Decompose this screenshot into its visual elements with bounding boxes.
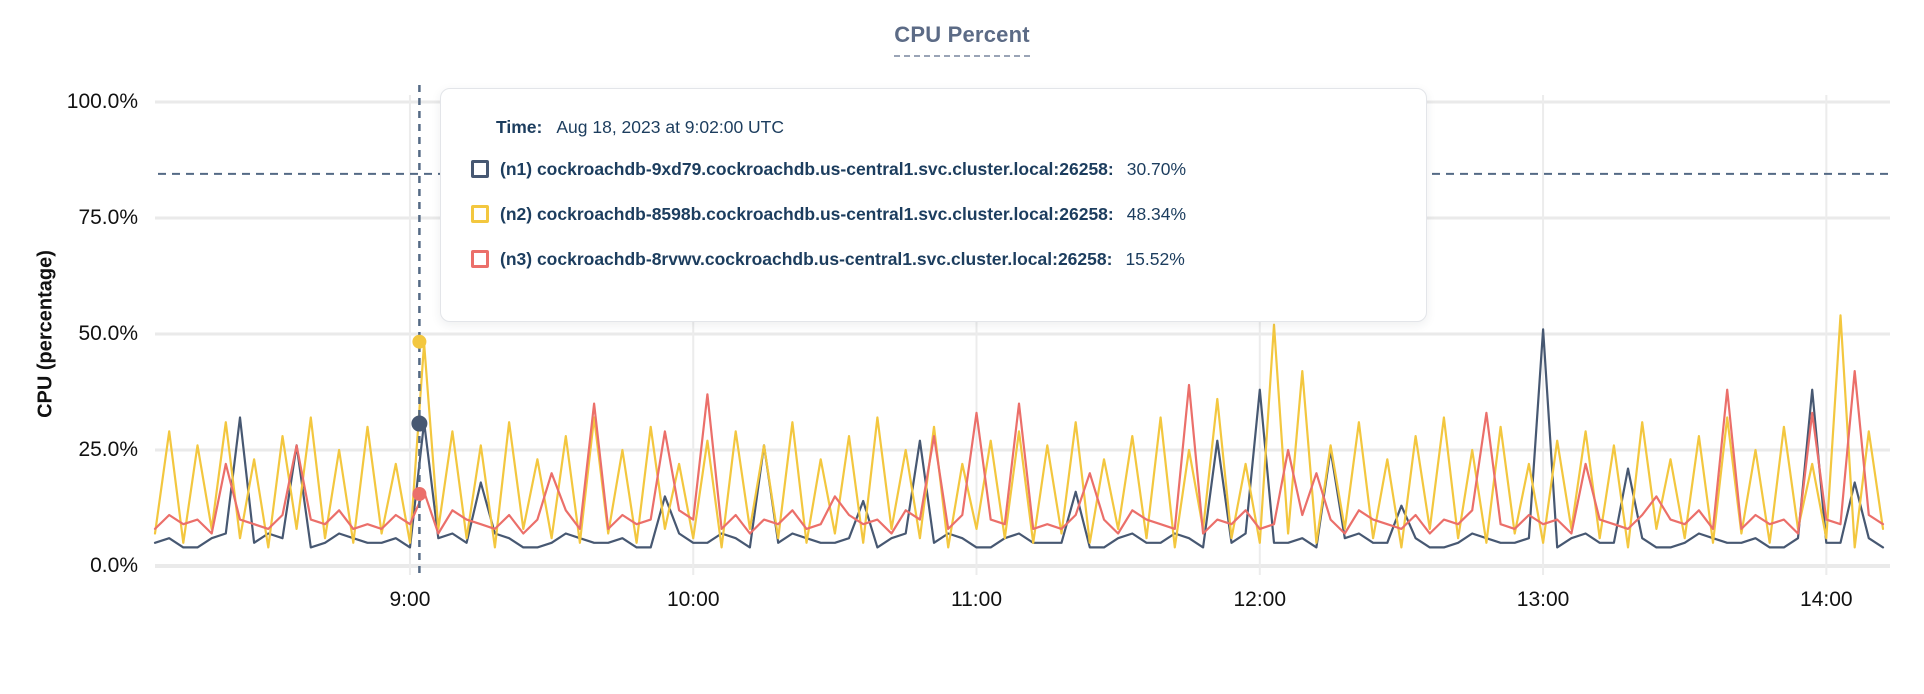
tooltip-series-row-n2: (n2) cockroachdb-8598b.cockroachdb.us-ce… — [471, 202, 1186, 226]
chart-tooltip: Time: Aug 18, 2023 at 9:02:00 UTC (n1) co… — [440, 88, 1427, 322]
chart-title-row: CPU Percent — [0, 22, 1924, 57]
cpu-line-n1 — [153, 328, 1885, 549]
x-axis-tick-label: 9:00 — [389, 588, 431, 611]
series-n2-value: 48.34% — [1126, 204, 1187, 224]
tooltip-time-label: Time: — [496, 117, 543, 137]
y-axis-tick-label: 75.0% — [78, 206, 138, 229]
x-axis-tick-label: 12:00 — [1233, 588, 1287, 611]
series-n3-value: 15.52% — [1125, 249, 1185, 269]
cpu-line-n3 — [153, 370, 1885, 535]
series-n3-label: (n3) cockroachdb-8rvwv.cockroachdb.us-ce… — [500, 249, 1113, 269]
tooltip-time-value: Aug 18, 2023 at 9:02:00 UTC — [556, 117, 785, 137]
cursor-dot-n2 — [412, 334, 427, 349]
tooltip-series-row-n1: (n1) cockroachdb-9xd79.cockroachdb.us-ce… — [471, 157, 1186, 181]
x-axis-tick-label: 10:00 — [666, 588, 720, 611]
series-n2-swatch-icon — [471, 205, 489, 223]
y-axis-tick-label: 25.0% — [78, 438, 138, 461]
y-axis-tick-label: 50.0% — [78, 322, 138, 345]
x-axis-tick-label: 11:00 — [951, 588, 1002, 611]
series-n1-value: 30.70% — [1126, 159, 1187, 179]
series-n1-label: (n1) cockroachdb-9xd79.cockroachdb.us-ce… — [500, 159, 1114, 179]
cursor-dot-n3 — [412, 486, 427, 501]
y-axis-tick-label: 0.0% — [90, 554, 138, 577]
tooltip-series-row-n3: (n3) cockroachdb-8rvwv.cockroachdb.us-ce… — [471, 247, 1185, 271]
cursor-dot-n1 — [411, 415, 428, 432]
series-n2-label: (n2) cockroachdb-8598b.cockroachdb.us-ce… — [500, 204, 1114, 224]
tooltip-time-row: Time: Aug 18, 2023 at 9:02:00 UTC — [496, 115, 784, 139]
x-axis-tick-label: 14:00 — [1800, 588, 1853, 611]
y-axis-tick-label: 100.0% — [66, 90, 138, 113]
series-n3-swatch-icon — [471, 250, 489, 268]
series-n1-swatch-icon — [471, 160, 489, 178]
chart-title[interactable]: CPU Percent — [894, 22, 1030, 57]
x-axis-tick-label: 13:00 — [1516, 588, 1570, 611]
